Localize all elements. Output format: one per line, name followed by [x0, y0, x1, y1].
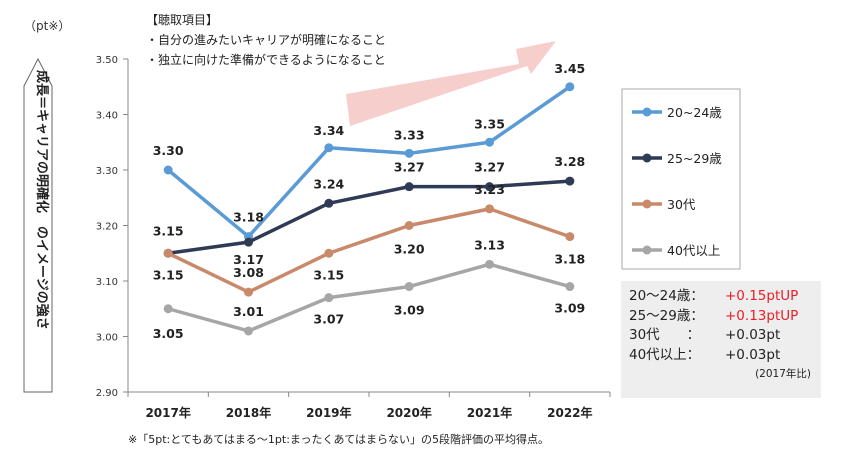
items-title: 【聴取項目】	[146, 13, 218, 27]
y-tick-label: 3.30	[96, 166, 118, 177]
x-tick-label: 2021年	[467, 405, 512, 420]
data-label: 3.30	[153, 143, 184, 158]
y-tick-label: 2.90	[96, 388, 118, 399]
data-label: 3.05	[153, 326, 184, 341]
series-point	[565, 82, 575, 92]
series-point	[324, 198, 334, 208]
series-point	[565, 232, 575, 242]
legend: 20~24歳 25~29歳 30代 40代以上	[632, 105, 722, 258]
series-point	[485, 259, 494, 269]
series-point	[485, 182, 494, 192]
legend-label: 40代以上	[667, 243, 720, 258]
series-line	[167, 262, 571, 333]
vertical-label-box	[23, 57, 53, 393]
data-label: 3.20	[394, 242, 425, 257]
data-label: 3.18	[233, 210, 264, 225]
series-point	[565, 176, 575, 186]
legend-swatch-marker	[642, 153, 652, 163]
legend-label: 30代	[667, 197, 696, 212]
items-line-2: ・独立に向けた準備ができるようになること	[146, 52, 386, 67]
data-label: 3.15	[153, 223, 184, 238]
data-label: 3.09	[394, 303, 425, 318]
legend-label: 25~29歳	[667, 151, 722, 166]
summary-label: 25～29歳：	[629, 307, 704, 324]
legend-swatch-marker	[642, 107, 652, 117]
data-label: 3.18	[554, 252, 585, 267]
series-point	[404, 282, 414, 292]
x-tick-label: 2020年	[386, 405, 431, 420]
vertical-axis-label: 成長＝キャリアの明確化 のイメージの強さ	[34, 70, 50, 330]
data-label: 3.09	[554, 301, 585, 316]
x-tick-label: 2019年	[306, 405, 351, 420]
legend-swatch-marker	[642, 245, 652, 255]
summary-value: +0.03pt	[725, 346, 781, 363]
data-label: 3.35	[474, 116, 505, 131]
data-label: 3.27	[474, 160, 505, 175]
chart-data-labels: 3.30 3.18 3.34 3.33 3.35 3.45 3.15 3.17 3.24 3.27…	[153, 61, 586, 341]
summary-label: 30代 ：	[629, 327, 701, 343]
data-label: 3.13	[474, 237, 505, 252]
rising-trend-arrow	[346, 41, 556, 126]
data-label: 3.01	[233, 304, 264, 319]
unit-label: （pt※）	[24, 19, 70, 33]
series-line	[167, 207, 571, 294]
chart-axes: 2.90 3.00 3.10 3.20 3.30 3.40 3.50 2017年 2018年 20…	[96, 55, 611, 420]
summary-value: +0.03pt	[725, 327, 781, 343]
data-label: 3.08	[233, 265, 264, 280]
data-label: 3.23	[474, 182, 505, 197]
legend-swatch-marker	[642, 199, 652, 209]
data-label: 3.28	[554, 154, 585, 169]
series-point	[163, 248, 173, 258]
x-tick-label: 2022年	[547, 405, 592, 420]
summary-row: 20～24歳： +0.15ptUP	[629, 287, 821, 307]
series-line	[167, 85, 571, 239]
summary-base-note: (2017年比)	[755, 368, 811, 380]
series-point	[565, 282, 575, 292]
data-label: 3.07	[313, 312, 344, 327]
series-point	[163, 165, 173, 175]
series-point	[324, 248, 334, 258]
y-tick-label: 3.00	[96, 333, 118, 344]
data-label: 3.34	[313, 123, 344, 138]
series-point	[324, 293, 334, 303]
series-point	[404, 182, 414, 192]
y-tick-label: 3.40	[96, 111, 118, 122]
series-point	[163, 304, 173, 314]
data-label: 3.15	[153, 267, 184, 282]
series-point	[485, 204, 494, 214]
series-line	[167, 179, 570, 255]
series-point	[244, 287, 253, 297]
data-label: 3.15	[313, 267, 344, 282]
summary-value: +0.13ptUP	[725, 307, 799, 324]
summary-value: +0.15ptUP	[725, 288, 799, 304]
data-label: 3.27	[394, 160, 425, 175]
legend-label: 20~24歳	[667, 105, 722, 120]
data-label: 3.45	[554, 61, 585, 76]
series-point	[485, 137, 494, 147]
x-tick-label: 2018年	[226, 405, 271, 420]
series-point	[244, 237, 253, 247]
change-summary-box: 20～24歳： +0.15ptUP 25～29歳： +0.13ptUP 30代 ： +…	[621, 281, 821, 398]
series-point	[324, 143, 334, 153]
chart-series	[163, 82, 575, 336]
y-tick-label: 3.10	[96, 277, 118, 288]
x-tick-label: 2017年	[145, 405, 190, 420]
data-label: 3.17	[233, 252, 264, 267]
summary-label: 20～24歳：	[629, 288, 704, 304]
summary-row: 25～29歳： +0.13ptUP	[629, 307, 821, 327]
summary-label: 40代以上：	[629, 346, 701, 363]
data-label: 3.33	[394, 127, 425, 142]
data-label: 3.24	[313, 176, 344, 191]
summary-row: 30代 ： +0.03pt	[629, 326, 821, 346]
series-point	[404, 221, 414, 230]
series-point	[404, 148, 414, 158]
footnote: ※「5pt:とてもあてはまる～1pt:まったくあてはまらない」の5段階評価の平均…	[128, 432, 549, 446]
y-tick-label: 3.50	[96, 55, 118, 66]
summary-row: 40代以上： +0.03pt	[629, 346, 821, 366]
series-point	[244, 326, 253, 336]
items-line-1: ・自分の進みたいキャリアが明確になること	[146, 32, 386, 47]
y-tick-label: 3.20	[96, 222, 118, 233]
legend-box	[621, 88, 741, 270]
